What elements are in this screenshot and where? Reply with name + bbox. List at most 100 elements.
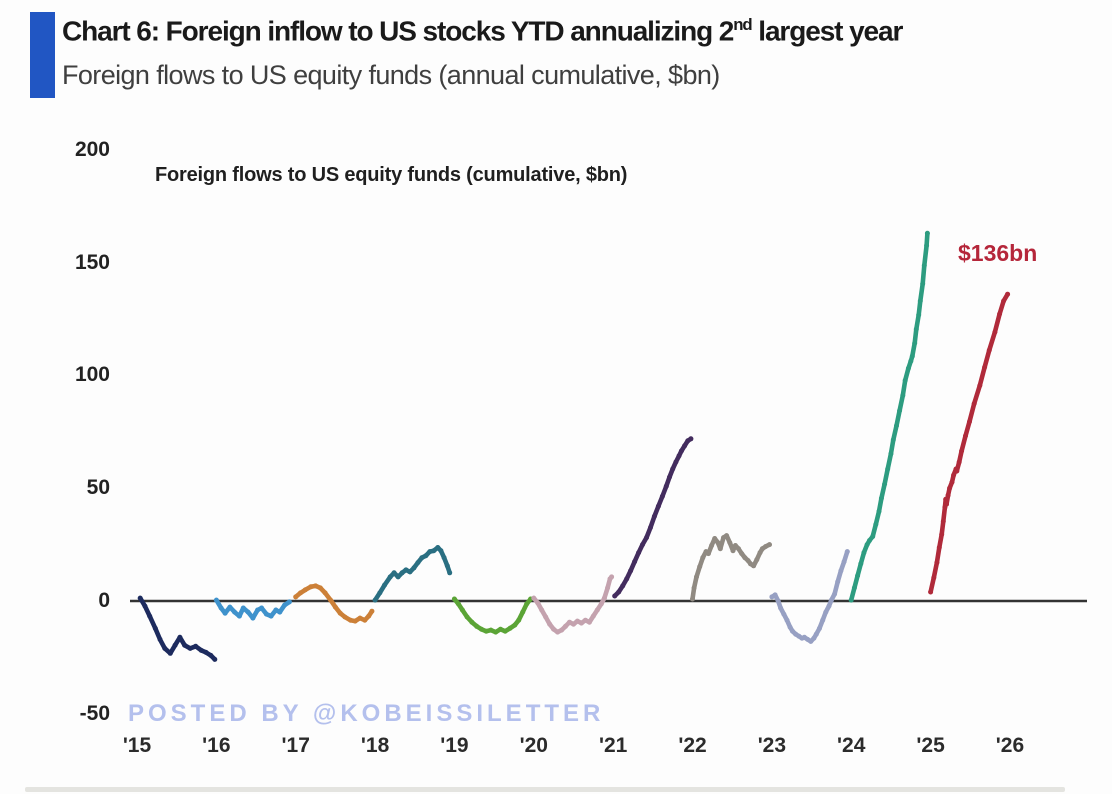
series-2025-point	[1001, 298, 1007, 304]
series-2022-point	[730, 548, 736, 554]
series-2021-point	[640, 542, 645, 548]
chart-title-suffix: largest year	[751, 15, 903, 47]
series-2020-point	[543, 614, 549, 620]
series-2023-point	[781, 611, 787, 617]
x-tick-label: '23	[757, 734, 787, 757]
series-2025-point	[997, 311, 1003, 317]
series-2015-point	[167, 650, 173, 656]
series-2019-point	[524, 601, 530, 607]
x-tick-label: '15	[122, 734, 152, 757]
series-2015-line	[137, 595, 218, 662]
series-2019-point	[451, 596, 457, 602]
series-2020-point	[586, 619, 592, 625]
series-2024-point	[885, 466, 891, 472]
series-2016-point	[240, 605, 246, 611]
series-2025-point	[945, 492, 951, 498]
chart-title-ordinal: nd	[733, 15, 752, 34]
series-2016-point	[273, 607, 279, 613]
series-2024-point	[855, 573, 861, 579]
series-2015-point	[182, 642, 188, 648]
watermark: POSTED BY @KOBEISSILETTER	[128, 700, 605, 727]
series-2024-point	[897, 408, 903, 414]
series-2019-point	[464, 614, 470, 620]
series-2019-point	[469, 619, 475, 625]
series-2018-point	[431, 548, 437, 554]
series-2025-point	[928, 589, 934, 595]
series-2018-point	[444, 563, 450, 569]
series-2023-point	[778, 605, 784, 611]
series-2021-point	[659, 493, 665, 499]
series-2017-point	[342, 614, 348, 620]
series-2019-point	[478, 626, 484, 632]
series-2024-point	[848, 597, 854, 603]
series-2015-point	[162, 645, 168, 651]
series-2021-point	[651, 513, 657, 519]
series-2024-point	[924, 230, 930, 236]
series-2015-point	[137, 595, 143, 601]
series-2024-point	[882, 481, 888, 487]
series-2017-point	[369, 608, 375, 614]
series-2023-point	[772, 592, 778, 598]
series-2017-point	[298, 590, 303, 596]
series-2019-point	[483, 628, 489, 634]
series-2024-line	[848, 231, 930, 603]
series-2024-point	[900, 393, 906, 398]
series-2015-point	[208, 652, 214, 658]
series-2018-point	[372, 597, 378, 603]
series-2023-line	[769, 549, 850, 644]
series-2023-point	[813, 631, 819, 637]
series-2022-point	[705, 551, 711, 557]
series-2024-point	[894, 423, 899, 429]
series-2022-point	[700, 555, 706, 561]
series-2020-point	[594, 607, 600, 613]
series-2021-point	[667, 474, 672, 480]
series-2018-point	[411, 565, 417, 571]
series-2022-point	[694, 574, 699, 580]
series-2016-point	[268, 613, 274, 619]
series-2022-point	[712, 536, 718, 541]
series-2015-point	[203, 649, 209, 655]
series-2023-point	[820, 617, 826, 623]
series-2019-point	[507, 625, 513, 631]
series-2023-point	[841, 559, 847, 565]
series-2025-point	[986, 347, 992, 353]
series-2016-point	[250, 615, 256, 621]
series-2015-point	[212, 656, 218, 662]
series-2016-point	[255, 607, 261, 613]
series-2015-point	[177, 634, 183, 640]
series-2015-point	[157, 636, 163, 642]
series-2020-point	[539, 607, 545, 613]
y-tick-label: -50	[79, 701, 110, 725]
series-2015-point	[152, 625, 158, 631]
series-2016-point	[286, 599, 292, 605]
series-2022-point	[742, 555, 748, 561]
series-2018-point	[435, 545, 441, 550]
series-2020-point	[601, 595, 607, 601]
series-2018-point	[382, 582, 388, 588]
series-2019-point	[498, 626, 503, 632]
series-2017-point	[308, 584, 314, 590]
series-2018-point	[415, 560, 421, 566]
series-2019-point	[459, 607, 465, 613]
series-2021-point	[648, 525, 653, 530]
x-tick-label: '20	[519, 734, 548, 757]
series-2016-point	[263, 611, 269, 617]
series-2017-point	[366, 613, 372, 619]
series-2018-point	[387, 574, 393, 580]
series-2018-point	[377, 590, 383, 596]
chart-title: Chart 6: Foreign inflow to US stocks YTD…	[62, 15, 1102, 47]
series-2021-point	[688, 436, 694, 442]
series-2024-point	[913, 326, 919, 332]
series-2019-point	[516, 617, 522, 623]
series-2025-point	[944, 501, 949, 507]
plot-title: Foreign flows to US equity funds (cumula…	[155, 164, 628, 186]
series-2016-point	[218, 605, 224, 611]
x-tick-label: '24	[837, 734, 866, 757]
y-tick-label: 150	[74, 250, 110, 274]
series-2025-point	[992, 329, 998, 335]
series-2022-point	[691, 585, 697, 591]
series-2018-line	[372, 545, 453, 603]
series-2020-point	[578, 620, 584, 626]
series-2023-point	[832, 591, 838, 597]
